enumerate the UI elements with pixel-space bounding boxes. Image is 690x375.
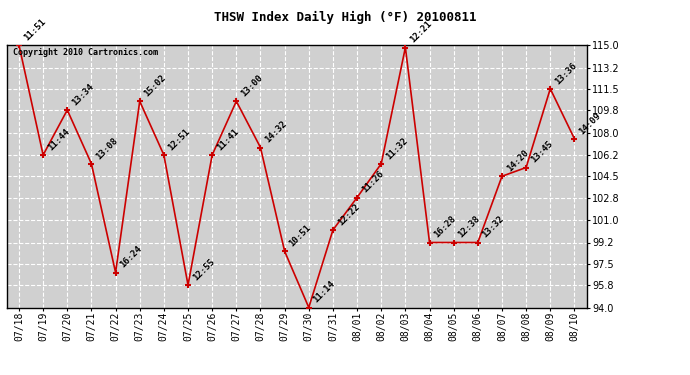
Text: 11:51: 11:51 xyxy=(22,17,47,42)
Text: 10:51: 10:51 xyxy=(288,223,313,249)
Text: 12:22: 12:22 xyxy=(336,202,361,227)
Text: 13:36: 13:36 xyxy=(553,61,578,86)
Text: 16:24: 16:24 xyxy=(119,244,144,270)
Text: 16:28: 16:28 xyxy=(433,214,457,240)
Text: 12:38: 12:38 xyxy=(457,214,482,240)
Text: 12:51: 12:51 xyxy=(167,127,192,152)
Text: 12:55: 12:55 xyxy=(191,257,216,282)
Text: 13:00: 13:00 xyxy=(239,73,264,99)
Text: 11:14: 11:14 xyxy=(312,279,337,305)
Text: 15:02: 15:02 xyxy=(143,73,168,99)
Text: 11:32: 11:32 xyxy=(384,136,409,161)
Text: 14:32: 14:32 xyxy=(264,119,288,145)
Text: 13:08: 13:08 xyxy=(95,136,119,161)
Text: 14:20: 14:20 xyxy=(505,148,530,174)
Text: 13:32: 13:32 xyxy=(481,214,506,240)
Text: 12:21: 12:21 xyxy=(408,20,433,45)
Text: 11:41: 11:41 xyxy=(215,127,240,152)
Text: 13:34: 13:34 xyxy=(70,82,95,107)
Text: 14:09: 14:09 xyxy=(578,111,602,136)
Text: THSW Index Daily High (°F) 20100811: THSW Index Daily High (°F) 20100811 xyxy=(214,11,476,24)
Text: 11:26: 11:26 xyxy=(360,170,385,195)
Text: Copyright 2010 Cartronics.com: Copyright 2010 Cartronics.com xyxy=(12,48,158,57)
Text: 13:45: 13:45 xyxy=(529,140,554,165)
Text: 11:44: 11:44 xyxy=(46,127,71,152)
